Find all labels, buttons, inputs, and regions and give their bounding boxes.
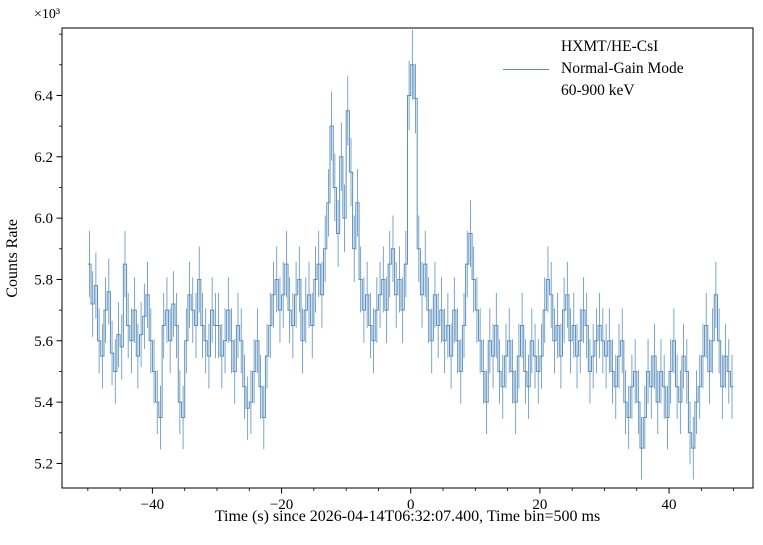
tick-label: 5.8: [34, 272, 53, 288]
tick-label: 5.6: [34, 334, 53, 350]
tick-label: 5.2: [34, 456, 53, 472]
x-axis-label: Time (s) since 2026-04-14T06:32:07.400, …: [214, 508, 601, 525]
y-axis-label: Counts Rate: [4, 218, 21, 298]
y-axis-label-wrap: Counts Rate: [2, 28, 24, 488]
axes-box: [61, 27, 754, 489]
step-line: [87, 64, 734, 449]
legend-line-3: 60-900 keV: [561, 82, 635, 99]
tick-label: 5.4: [34, 395, 53, 411]
legend-line-2: Normal-Gain Mode: [561, 60, 684, 77]
tick-label: 0: [407, 497, 415, 513]
tick-label: −20: [270, 497, 293, 513]
tick-label: 6.2: [34, 150, 53, 166]
legend: HXMT/HE-CsI Normal-Gain Mode 60-900 keV: [503, 36, 684, 102]
tick-label: 20: [532, 497, 547, 513]
legend-text: HXMT/HE-CsI Normal-Gain Mode 60-900 keV: [561, 36, 684, 102]
tick-label: 6.4: [34, 88, 53, 104]
legend-line-1: HXMT/HE-CsI: [561, 38, 659, 55]
tick-label: −40: [141, 497, 164, 513]
y-axis-offset-label: ×10³: [34, 7, 61, 22]
tick-label: 40: [662, 497, 677, 513]
tick-label: 6.0: [34, 211, 53, 227]
legend-line-sample: [503, 68, 549, 70]
